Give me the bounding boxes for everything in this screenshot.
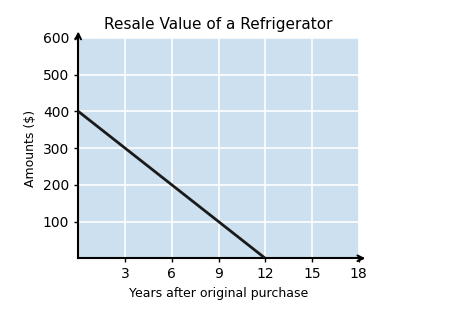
Title: Resale Value of a Refrigerator: Resale Value of a Refrigerator bbox=[104, 17, 332, 32]
X-axis label: Years after original purchase: Years after original purchase bbox=[129, 287, 308, 300]
Y-axis label: Amounts ($): Amounts ($) bbox=[24, 110, 37, 186]
